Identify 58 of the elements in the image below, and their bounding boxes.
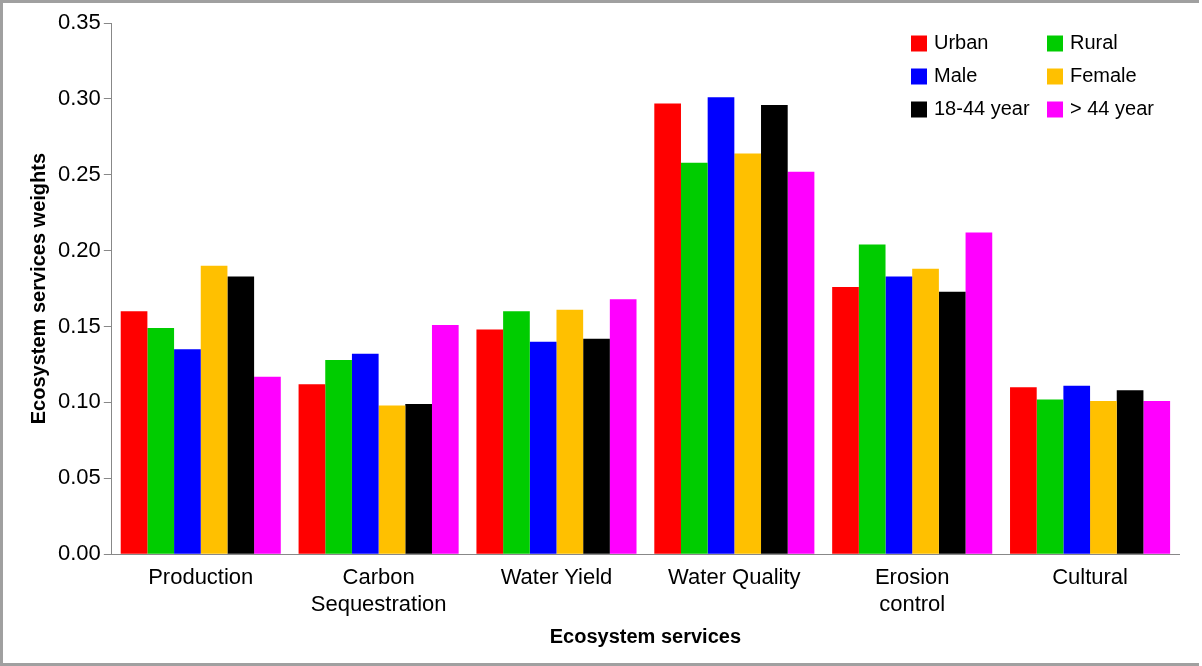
y-tick-label: 0.10 [57,388,101,414]
y-tick-label: 0.15 [57,312,101,338]
bar [1116,390,1144,554]
bar [1090,400,1117,554]
x-axis-title: Ecosystem services [549,624,742,647]
y-tick-label: 0.35 [57,9,101,35]
bar [1063,385,1091,554]
y-tick-label: 0.25 [57,160,101,186]
y-tick-label: 0.00 [57,540,101,566]
bar [885,276,913,554]
y-tick-label: 0.05 [57,464,101,490]
y-axis-title: Ecosystem services weights [26,152,49,425]
bar [761,104,788,554]
x-tick-label: Water Yield [500,564,613,590]
bar [1036,399,1064,554]
x-tick-label: Cultural [1052,564,1128,590]
legend-label: > 44 year [1070,97,1155,120]
legend-label: 18-44 year [934,97,1030,120]
bar [503,311,530,554]
bar [254,376,281,554]
bar [609,299,637,554]
legend-label: Male [934,64,978,87]
bar [298,384,326,554]
bar [858,244,886,554]
bar [378,405,406,554]
bar [147,328,175,554]
bar [1143,400,1171,554]
bar [556,309,584,554]
bar [1010,387,1037,554]
bar [120,311,148,554]
legend-label: Female [1070,64,1137,87]
x-tick-label: Erosion control [874,564,950,616]
bar [707,97,735,554]
bar [787,171,815,554]
bar [832,287,859,554]
legend-label: Rural [1070,31,1118,54]
bar [351,353,379,554]
bar [680,162,708,554]
bar [476,329,504,554]
legend-label: Urban [934,31,989,54]
x-tick-label: Carbon Sequestration [310,564,447,616]
bar [912,268,939,554]
bar [734,153,762,554]
bar [583,338,610,554]
bar [965,232,993,554]
x-tick-label: Water Quality [668,564,801,590]
bar [431,325,459,554]
bar [405,403,432,554]
bar [529,341,557,554]
y-tick-label: 0.30 [57,84,101,110]
bar [654,103,681,554]
bar [227,276,255,554]
bar [938,291,966,554]
y-tick-label: 0.20 [57,236,101,262]
bar [200,265,228,554]
bar [174,349,201,554]
bar [325,359,352,554]
x-tick-label: Production [148,564,254,590]
